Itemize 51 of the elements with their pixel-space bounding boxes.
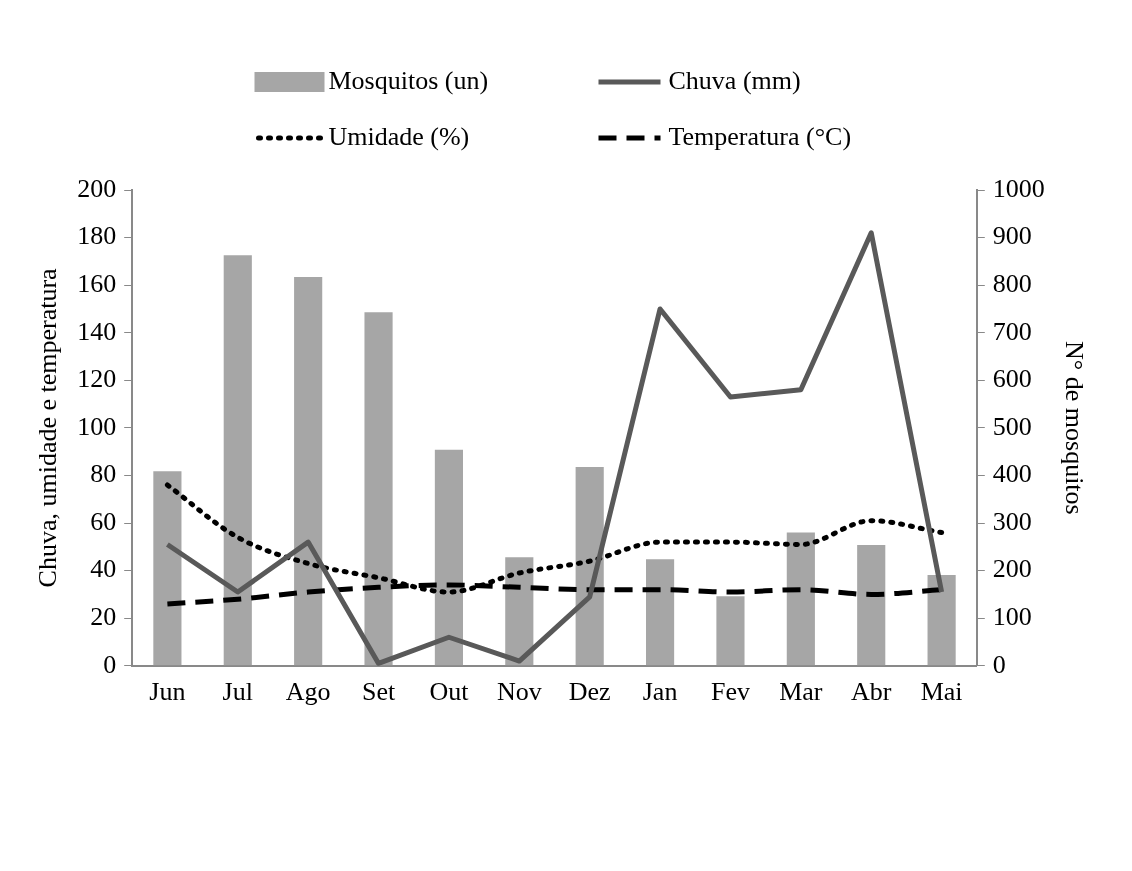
- bar: [786, 532, 815, 666]
- bar: [646, 559, 675, 666]
- y2-tick-label: 900: [992, 221, 1032, 251]
- x-tick-label: Mai: [920, 677, 963, 707]
- y2-tick-label: 1000: [992, 173, 1045, 203]
- y2-axis-title: N° de mosquitos: [1059, 341, 1089, 515]
- bar: [153, 471, 182, 666]
- y-tick-label: 40: [90, 554, 117, 584]
- x-tick-label: Out: [429, 677, 470, 707]
- x-tick-label: Abr: [851, 677, 892, 707]
- legend-label: Temperatura (°C): [668, 121, 852, 151]
- y-tick-label: 80: [90, 459, 117, 489]
- x-tick-label: Ago: [285, 677, 331, 707]
- bar: [294, 277, 323, 666]
- x-tick-label: Mar: [779, 677, 823, 707]
- x-tick-label: Jun: [149, 677, 186, 707]
- x-tick-label: Nov: [496, 677, 542, 707]
- x-tick-label: Dez: [568, 677, 611, 707]
- x-tick-label: Set: [361, 677, 396, 707]
- y-tick-label: 160: [77, 268, 117, 298]
- bar: [223, 255, 252, 666]
- y2-tick-label: 800: [992, 268, 1032, 298]
- bar: [857, 544, 886, 666]
- y2-tick-label: 600: [992, 364, 1032, 394]
- legend-label: Chuva (mm): [668, 65, 801, 95]
- x-tick-label: Jul: [222, 677, 253, 707]
- y2-tick-label: 700: [992, 316, 1032, 346]
- y2-tick-label: 500: [992, 411, 1032, 441]
- legend-label: Mosquitos (un): [328, 65, 489, 95]
- bar: [575, 466, 604, 666]
- x-tick-label: Fev: [710, 677, 750, 707]
- y-tick-label: 140: [77, 316, 117, 346]
- x-tick-label: Jan: [642, 677, 678, 707]
- y-axis-title: Chuva, umidade e temperatura: [33, 267, 63, 588]
- y2-tick-label: 400: [992, 459, 1032, 489]
- y2-tick-label: 100: [992, 602, 1032, 632]
- bar: [434, 449, 463, 666]
- bar: [927, 574, 956, 666]
- y2-tick-label: 300: [992, 506, 1032, 536]
- y2-tick-label: 0: [992, 649, 1006, 679]
- y-tick-label: 120: [77, 364, 117, 394]
- y2-tick-label: 200: [992, 554, 1032, 584]
- y-tick-label: 0: [103, 649, 117, 679]
- y-tick-label: 200: [77, 173, 117, 203]
- y-tick-label: 20: [90, 602, 117, 632]
- bar: [716, 596, 745, 666]
- y-tick-label: 180: [77, 221, 117, 251]
- legend-label: Umidade (%): [328, 121, 470, 151]
- bar: [364, 312, 393, 666]
- y-tick-label: 60: [90, 506, 117, 536]
- y-tick-label: 100: [77, 411, 117, 441]
